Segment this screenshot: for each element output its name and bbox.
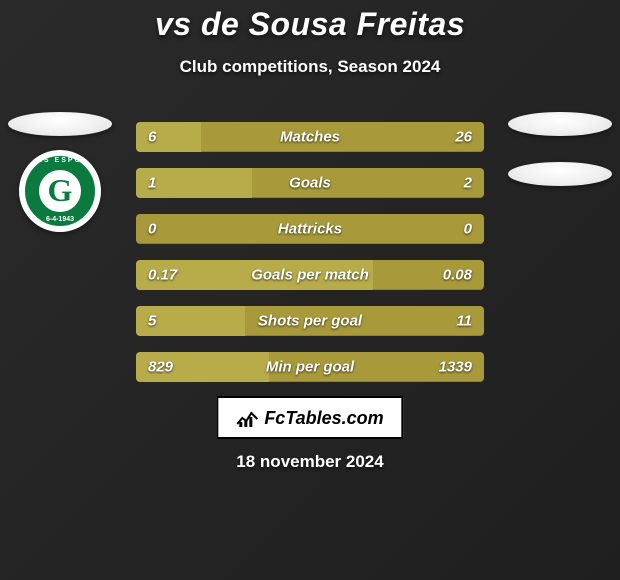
stat-label: Hattricks — [278, 221, 342, 238]
stat-label: Goals — [289, 175, 331, 192]
left-player-oval — [8, 112, 112, 136]
stat-label: Matches — [280, 129, 340, 146]
stat-value-left: 1 — [148, 175, 156, 192]
title-text: vs de Sousa Freitas — [155, 6, 465, 42]
stat-bar: 1 Goals 2 — [136, 168, 484, 198]
crest-letter: G — [48, 172, 73, 209]
page-title: vs de Sousa Freitas — [0, 0, 620, 43]
brand-text: FcTables.com — [264, 408, 383, 429]
stat-value-right: 1339 — [439, 359, 472, 376]
stat-bar: 0 Hattricks 0 — [136, 214, 484, 244]
brand-badge: FcTables.com — [216, 396, 403, 439]
stat-bar: 829 Min per goal 1339 — [136, 352, 484, 382]
stat-value-right: 0 — [464, 221, 472, 238]
brand-chart-icon — [236, 410, 258, 428]
stat-value-left: 0 — [148, 221, 156, 238]
stat-value-right: 11 — [456, 313, 472, 330]
stat-value-right: 26 — [455, 129, 472, 146]
stat-label: Min per goal — [266, 359, 354, 376]
render-date: 18 november 2024 — [236, 452, 383, 472]
stat-bar: 5 Shots per goal 11 — [136, 306, 484, 336]
stat-bar: 6 Matches 26 — [136, 122, 484, 152]
stat-value-left: 0.17 — [148, 267, 177, 284]
left-club-crest: GOIÁS ESPORTE G 6-4-1943 — [19, 150, 101, 232]
right-team-column — [500, 100, 620, 186]
comparison-card: vs de Sousa Freitas Club competitions, S… — [0, 0, 620, 580]
stat-bar-left-fill — [136, 122, 201, 152]
left-team-column: GOIÁS ESPORTE G 6-4-1943 — [0, 100, 120, 232]
right-player-oval-1 — [508, 112, 612, 136]
stat-value-right: 2 — [464, 175, 472, 192]
page-subtitle: Club competitions, Season 2024 — [0, 57, 620, 77]
stat-value-left: 829 — [148, 359, 173, 376]
stat-bar: 0.17 Goals per match 0.08 — [136, 260, 484, 290]
stat-label: Goals per match — [251, 267, 369, 284]
right-player-oval-2 — [508, 162, 612, 186]
stat-bars: 6 Matches 26 1 Goals 2 0 Hattricks 0 0.17 Goals pe… — [136, 122, 484, 398]
stat-value-left: 5 — [148, 313, 156, 330]
stat-value-left: 6 — [148, 129, 156, 146]
stat-label: Shots per goal — [258, 313, 362, 330]
crest-founded-date: 6-4-1943 — [46, 216, 74, 223]
stat-value-right: 0.08 — [443, 267, 472, 284]
crest-arc-text: GOIÁS ESPORTE — [19, 157, 101, 164]
